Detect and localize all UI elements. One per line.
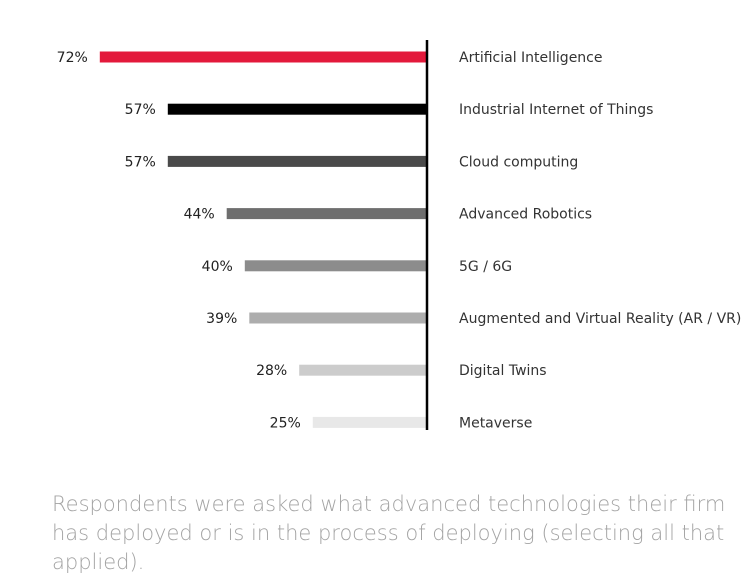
bar-chart: 72% 57% 57% 44% 40% 39% 28% 25% Artificial Inte… [57,40,741,431]
value-label: 57% [125,102,156,118]
bar [244,260,426,272]
category-label: Advanced Robotics [459,207,592,223]
bar [99,51,427,63]
bar [249,312,426,324]
category-label: Artificial Intelligence [459,50,603,66]
chart-caption: Respondents were asked what advanced tec… [52,492,726,574]
bars [99,51,427,428]
category-label: Industrial Internet of Things [459,102,653,118]
bar [312,416,427,428]
value-label: 44% [184,207,215,223]
category-label: Augmented and Virtual Reality (AR / VR) [459,311,741,327]
value-label: 25% [270,415,301,431]
bar [167,155,427,167]
value-label: 28% [256,363,287,379]
value-label: 57% [125,154,156,170]
category-labels: Artificial Intelligence Industrial Intern… [459,50,741,431]
bar [167,103,427,115]
bar [299,364,426,376]
category-label: Metaverse [459,415,532,431]
value-label: 39% [206,311,237,327]
value-labels: 72% 57% 57% 44% 40% 39% 28% 25% [57,50,301,431]
value-label: 72% [57,50,88,66]
category-label: Digital Twins [459,363,547,379]
value-label: 40% [202,259,233,275]
bar [226,208,426,220]
category-label: 5G / 6G [459,259,512,275]
category-label: Cloud computing [459,154,578,170]
